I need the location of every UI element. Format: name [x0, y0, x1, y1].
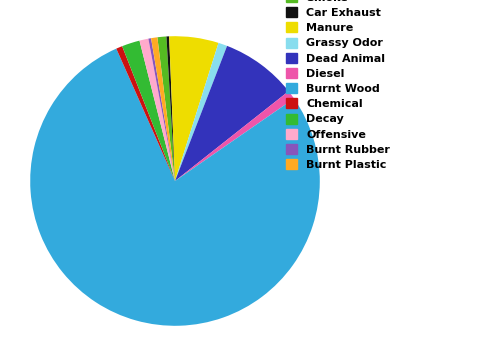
Legend: Smoke, Car Exhaust, Manure, Grassy Odor, Dead Animal, Diesel, Burnt Wood, Chemic: Smoke, Car Exhaust, Manure, Grassy Odor,… [282, 0, 395, 174]
Wedge shape [175, 91, 294, 181]
Wedge shape [175, 43, 227, 181]
Wedge shape [151, 37, 175, 181]
Wedge shape [140, 39, 175, 181]
Wedge shape [30, 49, 320, 326]
Wedge shape [122, 41, 175, 181]
Wedge shape [116, 46, 175, 181]
Wedge shape [169, 36, 218, 181]
Wedge shape [166, 36, 175, 181]
Wedge shape [175, 46, 288, 181]
Wedge shape [148, 38, 175, 181]
Wedge shape [158, 37, 175, 181]
